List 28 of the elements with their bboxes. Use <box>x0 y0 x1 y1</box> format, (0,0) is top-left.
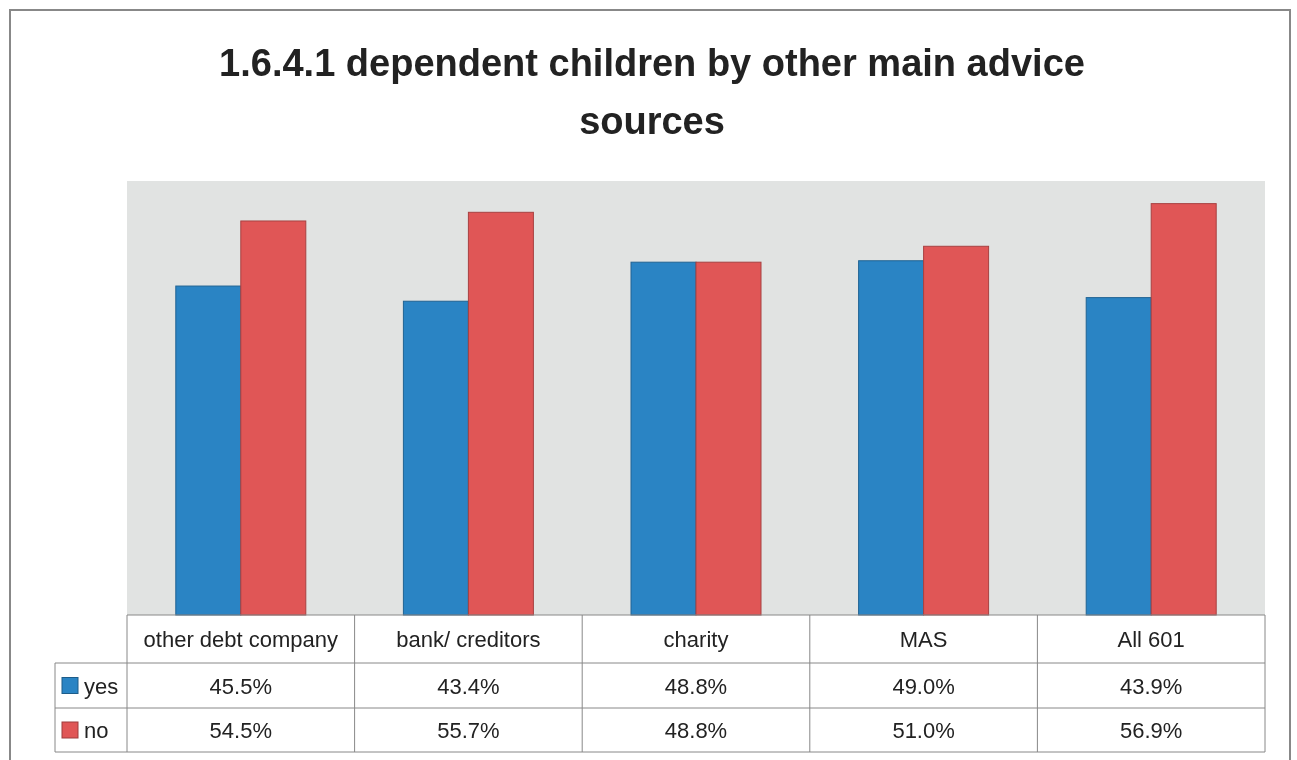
x-tick-label: MAS <box>899 627 948 652</box>
bar <box>695 261 762 616</box>
data-label: 49.0% <box>892 673 955 699</box>
data-label: 43.9% <box>1120 673 1183 699</box>
legend-label: yes <box>84 673 119 699</box>
bar <box>923 245 990 616</box>
data-label: 51.0% <box>892 718 955 743</box>
data-label: 54.5% <box>209 718 272 743</box>
bar <box>402 300 469 616</box>
data-label: 43.4% <box>437 673 500 699</box>
bar <box>1085 297 1152 616</box>
legend-label: no <box>84 718 109 743</box>
data-label: 56.9% <box>1120 718 1183 743</box>
x-tick-label: charity <box>663 627 729 652</box>
data-label: 48.8% <box>664 718 728 743</box>
x-tick-label: All 601 <box>1117 627 1185 652</box>
bar <box>1150 203 1217 616</box>
bar <box>630 261 697 616</box>
x-tick-label: bank/ creditors <box>396 627 541 652</box>
data-label: 55.7% <box>437 718 500 743</box>
bar <box>467 211 534 616</box>
x-tick-label: other debt company <box>143 627 339 652</box>
bar <box>240 220 307 616</box>
data-label: 48.8% <box>664 673 728 699</box>
bar <box>858 260 925 616</box>
bar <box>175 285 242 616</box>
data-label: 45.5% <box>209 673 272 699</box>
chart-title: 1.6.4.1 dependent children by other main advice sources <box>219 42 1085 142</box>
